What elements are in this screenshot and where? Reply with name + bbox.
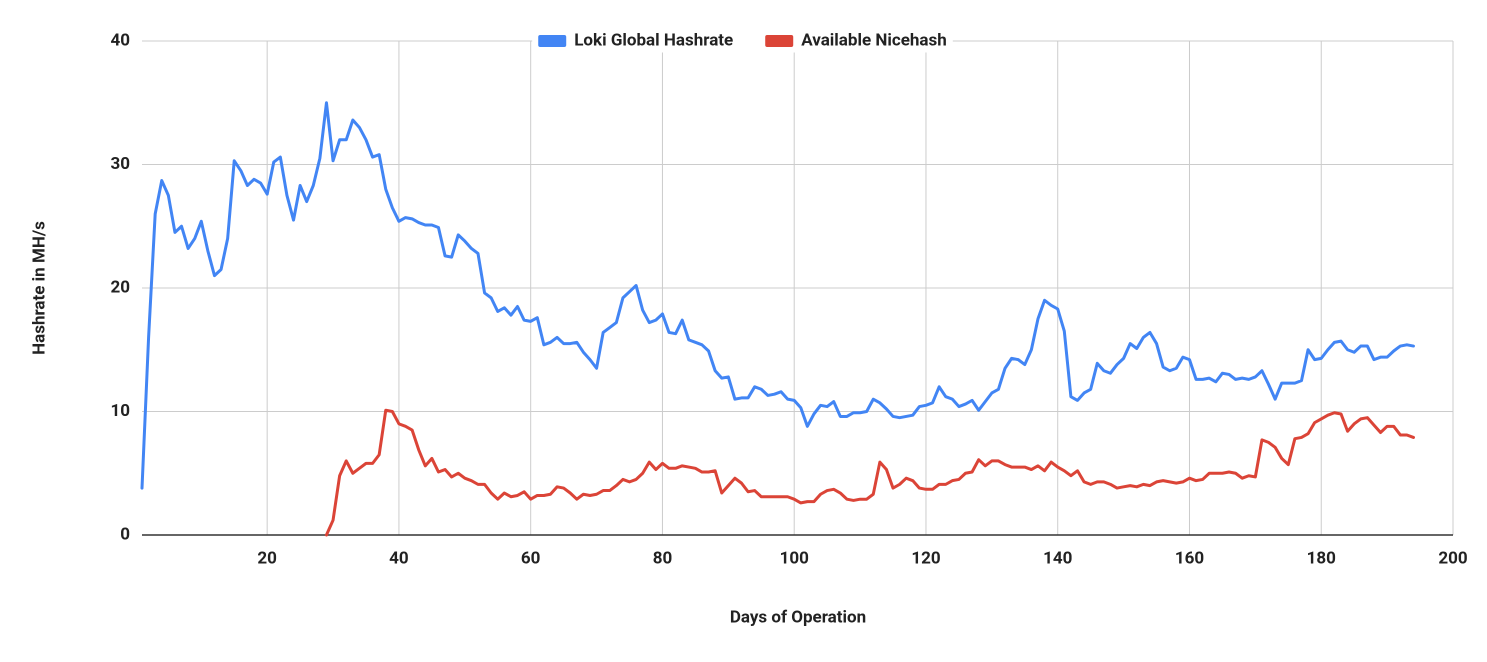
x-axis-title: Days of Operation — [730, 607, 866, 627]
y-tick-label: 0 — [120, 524, 130, 544]
legend-background — [532, 28, 953, 53]
data-line — [324, 408, 1415, 537]
legend-label: Available Nicehash — [801, 30, 947, 50]
data-line — [140, 101, 1415, 490]
legend-swatch — [538, 35, 567, 47]
x-tick-label: 160 — [1175, 548, 1204, 568]
y-axis-title: Hashrate in MH/s — [29, 221, 49, 355]
y-tick-label: 10 — [110, 401, 130, 421]
x-tick-label: 20 — [257, 548, 277, 568]
x-tick-label: 100 — [780, 548, 809, 568]
legend: Loki Global Hashrate Available Nicehash — [532, 28, 953, 53]
x-tick-label: 60 — [521, 548, 541, 568]
legend-label: Loki Global Hashrate — [574, 30, 733, 50]
y-tick-label: 30 — [110, 154, 130, 174]
y-tick-label: 20 — [110, 277, 130, 297]
legend-swatch — [765, 35, 794, 47]
x-tick-label: 140 — [1043, 548, 1072, 568]
x-tick-label: 200 — [1438, 548, 1467, 568]
x-tick-label: 180 — [1307, 548, 1336, 568]
x-tick-label: 40 — [389, 548, 409, 568]
x-tick-label: 80 — [653, 548, 673, 568]
y-tick-label: 40 — [110, 30, 130, 50]
x-tick-label: 120 — [911, 548, 940, 568]
